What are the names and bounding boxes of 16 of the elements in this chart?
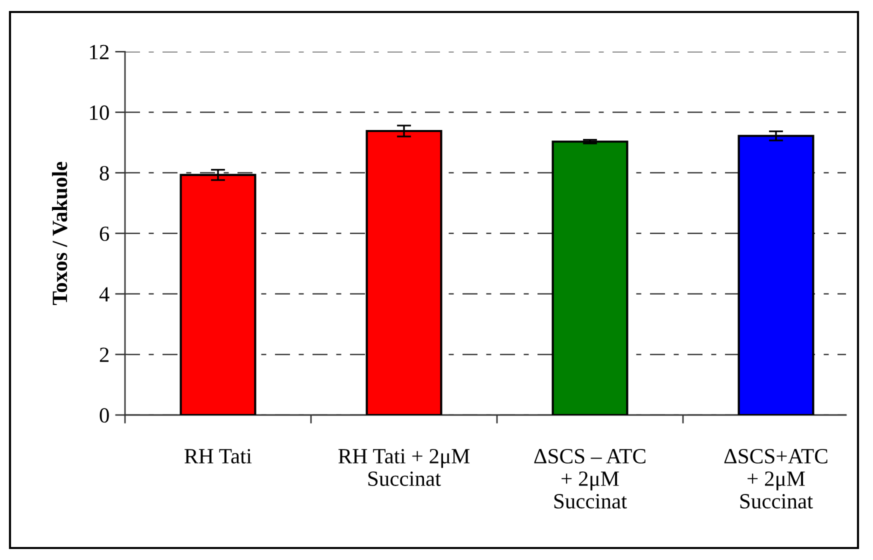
bar bbox=[738, 134, 814, 415]
y-tick-label: 12 bbox=[90, 44, 109, 60]
y-tick-label: 6 bbox=[100, 226, 110, 242]
bar bbox=[552, 140, 628, 415]
x-tick-label: RH Tati bbox=[184, 449, 252, 464]
y-tick-label: 4 bbox=[99, 287, 110, 302]
bar bbox=[180, 174, 256, 415]
bar bbox=[366, 130, 442, 415]
x-tick-label: RH Tati + 2μM Succinat bbox=[338, 448, 470, 486]
y-tick-label: 8 bbox=[100, 166, 109, 180]
x-tick-label: ΔSCS – ATC + 2μM Succinat bbox=[534, 449, 646, 509]
y-tick-label: 10 bbox=[90, 105, 109, 120]
y-tick-label: 0 bbox=[100, 408, 109, 423]
y-tick-label: 2 bbox=[100, 348, 109, 362]
y-axis-title: Toxos / Vakuole bbox=[52, 162, 68, 306]
x-tick-label: ΔSCS+ATC + 2μM Succinat bbox=[724, 449, 828, 509]
